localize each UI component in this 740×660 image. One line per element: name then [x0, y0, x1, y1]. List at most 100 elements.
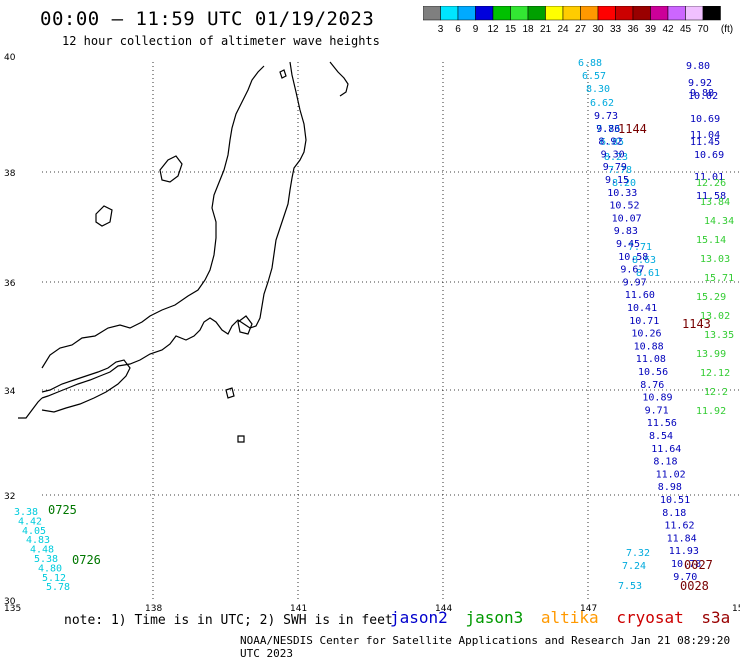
swh-value: 8.63	[632, 255, 656, 266]
time-label: 0726	[72, 553, 101, 567]
swh-value: 5.38	[34, 554, 58, 565]
swh-value: 6.57	[582, 71, 606, 82]
swh-value: 10.51	[660, 495, 690, 506]
time-label: 1143	[682, 317, 711, 331]
swh-value: 7.32	[626, 548, 650, 559]
swh-value: 8.54	[649, 431, 673, 442]
swh-value: 9.92	[688, 78, 712, 89]
swh-value: 9.73	[594, 111, 618, 122]
sat-jason2: jason2	[390, 608, 448, 627]
colorbar-label: 33	[610, 24, 622, 35]
swh-value: 10.02	[688, 91, 718, 102]
swh-value: 10.26	[631, 329, 661, 340]
colorbar-label: 36	[627, 24, 639, 35]
swh-value: 9.70	[673, 572, 697, 583]
swh-value: 7.53	[618, 581, 642, 592]
swh-value: 13.03	[700, 254, 730, 265]
altimeter-tracks: 3.384.424.054.834.485.384.805.125.78 0725…	[14, 58, 734, 593]
colorbar-label: 39	[645, 24, 657, 35]
lon-tick-label: 135	[4, 604, 21, 614]
map-title: 00:00 – 11:59 UTC 01/19/2023	[40, 8, 375, 30]
swh-value: 11.02	[656, 469, 686, 480]
swh-value: 10.69	[694, 150, 724, 161]
swh-value: 8.18	[653, 457, 677, 468]
swh-value: 13.99	[696, 349, 726, 360]
swh-value: 10.41	[627, 303, 657, 314]
colorbar-label: 45	[680, 24, 692, 35]
swh-value: 4.83	[26, 535, 50, 546]
swh-value: 8.30	[586, 84, 610, 95]
swh-value: 6.85	[600, 137, 624, 148]
swh-value: 10.88	[634, 341, 664, 352]
credit-line: NOAA/NESDIS Center for Satellite Applica…	[240, 634, 731, 660]
colorbar-unit: (ft)	[721, 24, 733, 35]
swh-value: 11.93	[669, 546, 699, 557]
swh-value: 9.97	[623, 277, 647, 288]
swh-value: 11.64	[651, 444, 681, 455]
swh-value: 8.18	[662, 508, 686, 519]
satellite-legend: jason2 jason3 altika cryosat s3a	[390, 608, 738, 627]
swh-value: 12.2	[704, 387, 728, 398]
swh-value: 6.62	[590, 98, 614, 109]
color-scale-legend: 3 6 9 12 15 18 21 24 27 30 33 36 39 42 45 70 (ft)	[423, 6, 733, 35]
swh-value: 8.20	[612, 178, 636, 189]
swh-value: 9.67	[620, 265, 644, 276]
swh-value: 11.01	[694, 172, 724, 183]
lon-tick-label: 144	[435, 604, 452, 614]
colorbar-label: 70	[697, 24, 709, 35]
swh-value: 4.05	[22, 526, 46, 537]
swh-value: 5.78	[46, 582, 70, 593]
swh-value: 10.07	[612, 213, 642, 224]
swh-value: 13.84	[700, 197, 730, 208]
swh-value: 8.61	[636, 268, 660, 279]
swh-value: 8.76	[640, 380, 664, 391]
lon-tick-label: 141	[290, 604, 307, 614]
colorbar-label: 6	[455, 24, 461, 35]
sat-s3a: s3a	[701, 608, 731, 627]
colorbar-swatch	[702, 6, 721, 21]
colorbar-label: 42	[662, 24, 674, 35]
swh-value: 8.92	[598, 137, 622, 148]
lon-tick-label: 138	[145, 604, 162, 614]
swh-value: 5.12	[42, 573, 66, 584]
grid-lines	[42, 62, 740, 600]
swh-value: 11.08	[636, 354, 666, 365]
swh-value: 11.58	[696, 191, 726, 202]
sat-cryosat: cryosat	[616, 608, 684, 627]
colorbar-label: 27	[575, 24, 587, 35]
swh-value: 10.56	[638, 367, 668, 378]
swh-value: 10.33	[607, 188, 637, 199]
sat-jason3: jason3	[465, 608, 524, 627]
swh-value: 4.80	[38, 563, 62, 574]
swh-value: 9.45	[616, 239, 640, 250]
time-label: 0027	[684, 558, 713, 572]
colorbar-label: 12	[487, 24, 499, 35]
coastline	[18, 61, 349, 443]
swh-value: 9.83	[614, 226, 638, 237]
swh-value: 13.35	[704, 330, 734, 341]
swh-value: 13.02	[700, 311, 730, 322]
lat-tick-label: 38	[4, 169, 16, 179]
swh-value: 10.89	[642, 393, 672, 404]
colorbar-label: 30	[592, 24, 604, 35]
swh-value: 11.04	[690, 130, 720, 141]
swh-value: 15.29	[696, 292, 726, 303]
swh-value: 12.12	[700, 368, 730, 379]
note-text: note: 1) Time is in UTC; 2) SWH is in fe…	[64, 613, 393, 628]
swh-value: 11.84	[667, 533, 697, 544]
lat-tick-label: 32	[4, 492, 15, 502]
swh-value: 7.78	[608, 165, 632, 176]
swh-value: 10.52	[609, 201, 639, 212]
swh-value: 15.14	[696, 235, 726, 246]
colorbar-label: 24	[557, 24, 569, 35]
swh-value: 11.92	[696, 406, 726, 417]
lat-tick-label: 40	[4, 53, 16, 63]
sat-altika: altika	[540, 608, 599, 627]
swh-value: 10.78	[671, 559, 701, 570]
swh-value: 11.62	[664, 521, 694, 532]
lon-tick-label: 150	[732, 604, 740, 614]
colorbar-label: 21	[540, 24, 552, 35]
swh-value: 10.71	[629, 316, 659, 327]
